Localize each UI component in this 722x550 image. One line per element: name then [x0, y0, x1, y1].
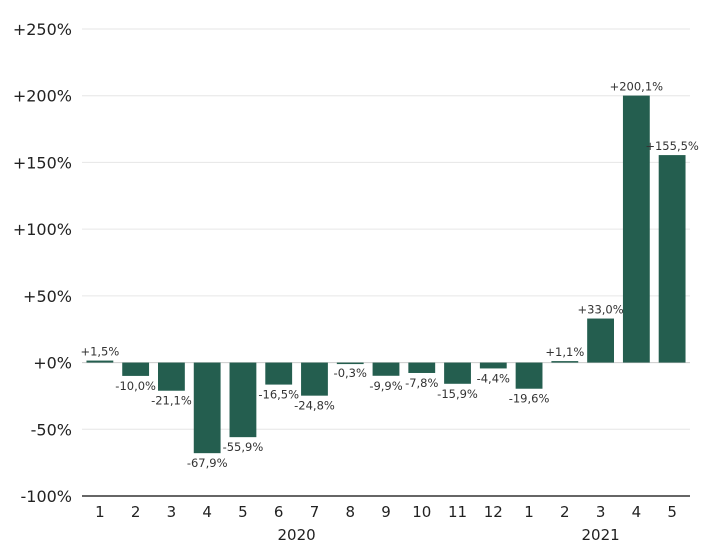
x-tick-label: 2 — [560, 503, 570, 521]
x-tick-label: 1 — [95, 503, 105, 521]
y-tick-label: +150% — [13, 153, 72, 172]
x-tick-label: 4 — [202, 503, 212, 521]
bar-value-label: -15,9% — [437, 387, 478, 401]
bar-value-label: -4,4% — [477, 371, 510, 385]
bar-value-label: -9,9% — [369, 379, 402, 393]
bar-value-label: -10,0% — [115, 379, 156, 393]
bar — [158, 362, 185, 391]
x-axis-ticks: 1 2 3 4 5 6 7 8 9 10 11 12 1 2 3 4 5 — [95, 503, 677, 521]
year-label: 2020 — [277, 526, 315, 544]
bar — [515, 362, 543, 389]
bar-value-label: -21,1% — [151, 394, 192, 408]
x-tick-label: 9 — [381, 503, 391, 521]
bar — [336, 362, 364, 365]
bar — [229, 362, 257, 438]
bar — [587, 318, 614, 363]
x-tick-label: 8 — [345, 503, 355, 521]
bar — [408, 362, 436, 373]
bar — [193, 362, 221, 454]
year-labels: 2020 2021 — [277, 526, 619, 544]
bar — [551, 361, 579, 363]
bar-value-labels: +1,5% -10,0%-21,1% -67,9% -55,9% -16,5%-24,8… — [80, 80, 698, 471]
y-tick-label: -100% — [20, 487, 72, 506]
x-tick-label: 12 — [484, 503, 503, 521]
bar — [372, 362, 400, 376]
x-tick-label: 4 — [632, 503, 642, 521]
x-tick-label: 2 — [131, 503, 141, 521]
y-tick-label: +0% — [33, 354, 72, 373]
y-tick-label: +100% — [13, 220, 72, 239]
bar — [444, 362, 471, 384]
x-tick-label: 11 — [448, 503, 467, 521]
bar — [122, 362, 150, 376]
y-tick-label: +50% — [23, 287, 72, 306]
x-tick-label: 3 — [167, 503, 177, 521]
bar-value-label: -16,5% — [258, 388, 299, 402]
bars — [86, 95, 686, 454]
year-label: 2021 — [581, 526, 619, 544]
x-tick-label: 3 — [596, 503, 606, 521]
x-tick-label: 5 — [667, 503, 677, 521]
x-tick-label: 10 — [412, 503, 431, 521]
x-tick-label: 1 — [524, 503, 534, 521]
y-tick-label: +200% — [13, 87, 72, 106]
y-tick-label: -50% — [31, 420, 72, 439]
bar — [622, 95, 650, 363]
bar-value-label: -67,9% — [187, 456, 228, 470]
bar — [265, 362, 293, 385]
x-tick-label: 6 — [274, 503, 284, 521]
bar-value-label: -7,8% — [405, 376, 438, 390]
bar — [658, 155, 686, 363]
bar-value-label: -55,9% — [223, 440, 264, 454]
bar — [479, 362, 507, 369]
bar-value-label: -0,3% — [334, 366, 367, 380]
bar-value-label: +1,5% — [80, 345, 119, 359]
bar-value-label: +200,1% — [610, 80, 664, 94]
bar — [86, 360, 114, 363]
bar-value-label: -19,6% — [509, 392, 550, 406]
y-axis-ticks: -100% -50% +0% +50% +100% +150% +200% +250% — [13, 20, 72, 506]
x-tick-label: 7 — [310, 503, 320, 521]
x-tick-label: 5 — [238, 503, 248, 521]
bar-value-label: +1,1% — [545, 345, 584, 359]
bar-value-label: -24,8% — [294, 399, 335, 413]
y-tick-label: +250% — [13, 20, 72, 39]
bar-value-label: +33,0% — [578, 303, 624, 317]
bar-value-label: +155,5% — [645, 139, 699, 153]
bar — [301, 362, 328, 396]
